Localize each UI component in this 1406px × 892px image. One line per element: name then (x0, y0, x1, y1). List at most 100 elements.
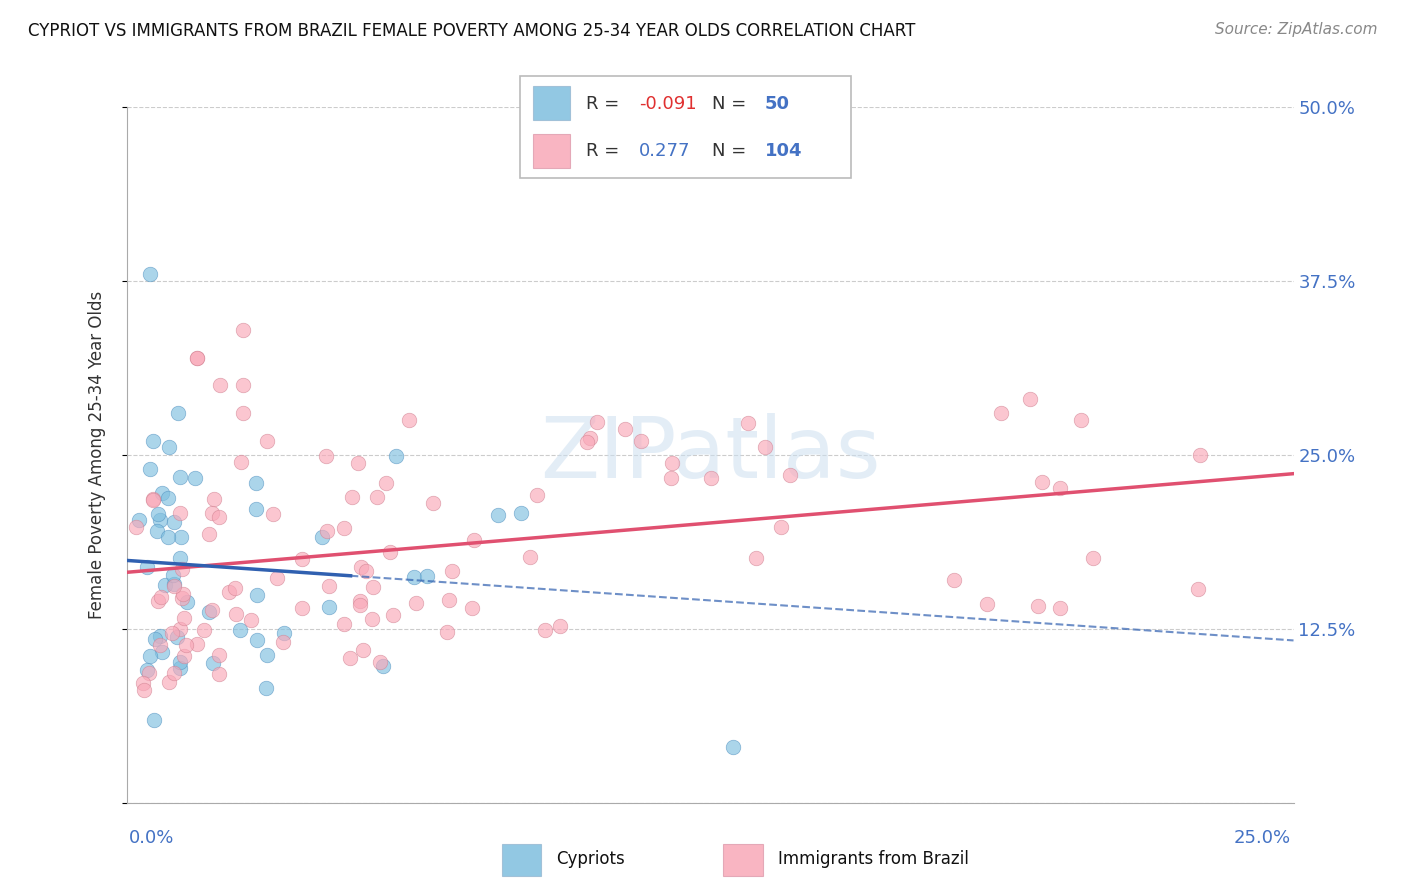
Point (246, 632, 269, 647)
Point (186, 351, 208, 365)
Point (402, 570, 425, 584)
Point (172, 587, 194, 601)
Point (157, 675, 180, 690)
Bar (502, 844, 541, 876)
Point (207, 510, 229, 524)
Point (779, 468, 801, 483)
Text: R =: R = (586, 95, 626, 112)
Point (659, 470, 682, 484)
Point (232, 406, 254, 420)
Point (1019, 392, 1042, 406)
Point (1049, 601, 1071, 615)
Point (128, 513, 150, 527)
Point (176, 595, 198, 609)
Text: Immigrants from Brazil: Immigrants from Brazil (778, 849, 969, 868)
Point (315, 450, 337, 464)
Point (166, 630, 188, 644)
Point (366, 490, 388, 504)
Point (138, 462, 160, 476)
Point (245, 501, 267, 516)
Point (186, 351, 208, 365)
Point (262, 508, 284, 522)
Point (1049, 481, 1071, 495)
Point (256, 434, 278, 448)
Point (246, 588, 269, 602)
Point (349, 594, 371, 608)
Point (232, 378, 254, 392)
Point (229, 455, 252, 469)
Text: Source: ZipAtlas.com: Source: ZipAtlas.com (1215, 22, 1378, 37)
Point (173, 611, 195, 625)
Point (229, 624, 252, 638)
Point (342, 490, 364, 504)
Point (273, 626, 295, 640)
Point (163, 579, 186, 593)
Point (1081, 550, 1104, 565)
Point (149, 590, 172, 604)
Point (201, 603, 224, 617)
Point (135, 663, 157, 677)
Point (142, 434, 165, 448)
Point (422, 496, 444, 510)
Point (145, 632, 167, 647)
Point (519, 549, 541, 564)
Point (1031, 475, 1053, 489)
Point (271, 634, 294, 648)
Point (172, 591, 194, 605)
Point (184, 471, 207, 485)
Point (160, 625, 183, 640)
FancyBboxPatch shape (520, 76, 851, 178)
Point (661, 456, 683, 470)
Text: Cypriots: Cypriots (557, 849, 624, 868)
Point (142, 493, 165, 508)
Point (146, 508, 169, 522)
Point (163, 577, 186, 591)
Point (150, 645, 173, 659)
Point (176, 638, 198, 652)
Point (162, 567, 184, 582)
Point (585, 416, 607, 430)
Point (186, 637, 208, 651)
Point (1028, 599, 1050, 614)
Point (157, 530, 180, 544)
Point (239, 613, 262, 627)
Point (169, 550, 191, 565)
Text: 0.277: 0.277 (640, 142, 690, 160)
Point (374, 475, 396, 490)
Point (311, 530, 333, 544)
Point (132, 683, 155, 698)
Point (754, 441, 776, 455)
Point (201, 656, 224, 670)
Point (138, 648, 160, 663)
Point (349, 560, 371, 574)
Text: 25.0%: 25.0% (1233, 829, 1291, 847)
Point (245, 476, 267, 491)
Point (526, 488, 548, 502)
Point (208, 648, 231, 662)
Point (198, 606, 221, 620)
Point (318, 578, 340, 592)
Point (170, 562, 193, 576)
Point (169, 655, 191, 669)
Text: N =: N = (711, 142, 752, 160)
Point (149, 513, 172, 527)
Point (436, 625, 458, 640)
Point (173, 649, 195, 664)
Point (354, 564, 377, 578)
Point (224, 581, 246, 595)
Point (169, 470, 191, 484)
Point (131, 676, 153, 690)
Y-axis label: Female Poverty Among 25-34 Year Olds: Female Poverty Among 25-34 Year Olds (87, 291, 105, 619)
Point (218, 585, 240, 599)
Point (437, 592, 460, 607)
Point (208, 378, 231, 392)
Point (1187, 582, 1209, 596)
Bar (533, 135, 569, 168)
Point (486, 508, 509, 522)
Point (169, 622, 191, 636)
Point (370, 656, 392, 670)
Point (266, 571, 288, 585)
Point (416, 568, 439, 582)
Point (153, 578, 176, 592)
Point (167, 406, 190, 420)
